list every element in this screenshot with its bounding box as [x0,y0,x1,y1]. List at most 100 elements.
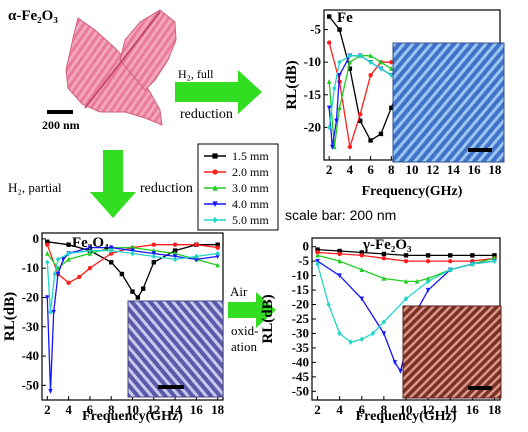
series-point [332,144,337,150]
scale-bar-label: 200 nm [42,118,80,132]
series-point [151,253,156,260]
y-tick-label: 0 [303,239,310,254]
series-point [215,242,220,247]
x-tick-label: 2 [314,402,321,417]
x-tick-label: 18 [211,402,225,417]
x-tick-label: 16 [190,402,204,417]
series-point [66,242,71,247]
series-line [47,241,218,299]
series-point [45,239,50,244]
series-point [358,118,363,124]
x-tick-label: 16 [468,162,482,177]
series-line [46,249,218,313]
series-point [470,253,475,258]
series-point [172,242,178,247]
series-point [378,131,384,137]
series-point [61,257,66,263]
series-point [358,112,363,117]
series-point [172,248,178,253]
fe3o4-label: Fe₃O₄ [72,235,109,251]
series-point [381,251,387,257]
legend-label: 4.0 mm [232,197,269,211]
series-point [55,265,61,271]
series-point [337,248,342,254]
series-point [215,262,220,268]
legend-label: 1.5 mm [232,149,269,163]
series-point [381,331,387,337]
series-point [368,52,373,58]
series-point [403,258,409,264]
alpha-fern-image [65,9,177,126]
series-point [359,336,364,342]
y-tick-label: -25 [292,311,310,326]
series-point [347,66,353,71]
y-tick-label: -10 [22,260,39,275]
series-point [425,275,431,281]
x-tick-label: 2 [44,402,51,417]
series-point [337,27,342,32]
series-point [215,250,220,257]
series-point [470,261,475,267]
series-point [51,309,56,315]
series-point [77,274,82,280]
series-point [326,124,332,131]
series-point [326,79,332,84]
series-point [52,271,57,277]
full-reduction-label-2: reduction [180,107,233,122]
x-tick-label: 4 [65,402,72,417]
legend-marker [212,169,218,175]
x-tick-label: 18 [488,402,502,417]
series-point [215,245,220,250]
y-axis-label: RL(dB) [2,292,18,341]
x-tick-label: 6 [87,402,94,417]
x-axis-label: Frequency(GHz) [362,184,463,199]
x-tick-label: 14 [169,402,183,417]
series-point [315,250,320,255]
oxidation-label-1: oxid- [231,323,258,338]
x-tick-label: 4 [347,162,354,177]
x-tick-label: 12 [426,162,439,177]
gamma-fe2o3-label: γ-Fe₂O₃ [362,237,412,253]
series-point [368,138,373,143]
series-point [337,73,342,78]
series-point [389,59,394,65]
series-point [334,118,339,124]
legend-marker [212,201,218,208]
series-point [425,287,431,293]
x-tick-label: 8 [388,162,395,177]
series-point [414,278,420,284]
series-point [109,251,114,256]
plot-gamma: 2 4 6 8 10 12 14 16 18 0-5-10-15-20-25-30-35-40-4… [260,237,502,424]
y-tick-label: -30 [292,325,309,340]
series-point [315,247,320,252]
x-tick-label: 6 [359,402,366,417]
full-reduction-label-1: H₂, full [178,67,214,81]
arrow-air-oxidation: Air oxid- ation [228,284,276,354]
series-point [378,65,384,72]
x-tick-label: 6 [367,162,374,177]
series-point [403,278,409,284]
series-point [389,105,394,111]
y-tick-label: -10 [304,54,321,69]
legend-label: 5.0 mm [232,213,269,227]
series-point [109,247,114,254]
y-tick-label: -15 [292,282,310,297]
series-point [172,256,178,263]
x-tick-label: 10 [126,402,139,417]
series-point [347,144,353,150]
arrow-partial-reduction: H₂, partial reduction [8,150,193,218]
x-tick-label: 16 [466,402,480,417]
legend-marker [212,184,218,191]
series-point [315,261,320,267]
x-tick-label: 10 [400,402,413,417]
series-point [45,295,50,301]
scale-bar-note: scale bar: 200 nm [285,207,396,223]
series-point [194,253,199,260]
y-axis-label: RL(dB) [284,60,300,109]
partial-reduction-label-1: H₂, partial [8,180,62,195]
y-tick-label: -40 [292,354,309,369]
y-tick-label: -40 [22,348,39,363]
oxidation-label-2: ation [231,339,257,354]
